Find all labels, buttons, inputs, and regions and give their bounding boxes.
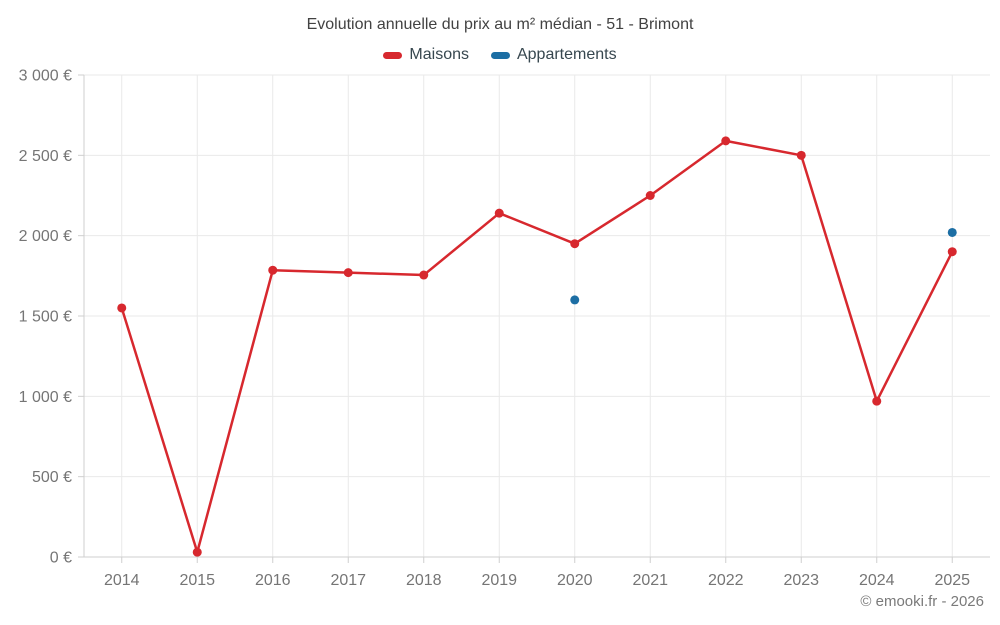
y-tick-label: 500 € [32, 469, 72, 486]
chart-title: Evolution annuelle du prix au m² médian … [306, 16, 694, 33]
appartements-point-2020[interactable] [570, 295, 580, 305]
x-tick-label: 2016 [255, 572, 291, 589]
legend-label-maisons: Maisons [409, 46, 469, 63]
y-tick-label: 1 000 € [19, 389, 72, 406]
y-tick-label: 2 000 € [19, 228, 72, 245]
maisons-point-2017[interactable] [343, 268, 353, 278]
copyright-text: © emooki.fr - 2026 [860, 593, 984, 610]
legend-label-appartements: Appartements [516, 46, 617, 63]
maisons-point-2018[interactable] [419, 270, 429, 280]
maisons-point-2014[interactable] [117, 303, 127, 313]
x-tick-label: 2020 [557, 572, 593, 589]
maisons-point-2022[interactable] [721, 136, 731, 146]
x-tick-label: 2021 [632, 572, 668, 589]
x-tick-label: 2023 [783, 572, 819, 589]
legend: Maisons Appartements [0, 46, 1000, 64]
maisons-swatch-icon [383, 51, 403, 59]
x-tick-label: 2019 [481, 572, 517, 589]
x-tick-label: 2018 [406, 572, 442, 589]
maisons-point-2016[interactable] [268, 265, 278, 275]
x-tick-label: 2024 [859, 572, 895, 589]
maisons-point-2015[interactable] [192, 547, 202, 557]
x-tick-label: 2014 [104, 572, 140, 589]
appartements-point-2025[interactable] [947, 227, 957, 237]
y-tick-label: 2 500 € [19, 148, 72, 165]
y-tick-label: 3 000 € [19, 68, 72, 85]
x-tick-label: 2017 [330, 572, 366, 589]
maisons-line [120, 139, 954, 554]
y-tick-label: 1 500 € [19, 309, 72, 326]
y-tick-label: 0 € [50, 550, 72, 567]
x-tick-label: 2022 [708, 572, 744, 589]
x-tick-label: 2025 [934, 572, 970, 589]
legend-item-appartements[interactable]: Appartements [490, 46, 617, 64]
maisons-point-2020[interactable] [570, 239, 580, 249]
x-tick-label: 2015 [179, 572, 215, 589]
appartements-swatch-icon [490, 51, 510, 59]
legend-item-maisons[interactable]: Maisons [383, 46, 469, 64]
maisons-point-2023[interactable] [796, 150, 806, 160]
maisons-point-2025[interactable] [947, 247, 957, 257]
maisons-point-2024[interactable] [872, 396, 882, 406]
maisons-point-2019[interactable] [494, 208, 504, 218]
maisons-point-2021[interactable] [645, 191, 655, 200]
